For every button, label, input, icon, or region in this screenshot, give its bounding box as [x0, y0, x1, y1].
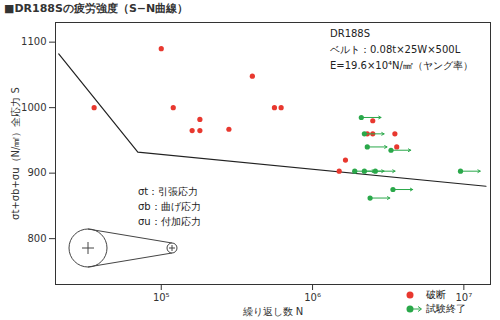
svg-text:800: 800 — [27, 233, 46, 244]
svg-text:繰り返し数 N: 繰り返し数 N — [242, 306, 304, 317]
svg-text:1100: 1100 — [21, 36, 46, 47]
svg-text:10⁷: 10⁷ — [455, 292, 472, 303]
html-text:E=19.6×10⁴N/㎟（ヤング率）: E=19.6×10⁴N/㎟（ヤング率） — [330, 60, 473, 71]
html-text:試験終了: 試験終了 — [426, 303, 466, 314]
html-text:■DR188Sの疲労強度（S−N曲線）: ■DR188Sの疲労強度（S−N曲線） — [4, 2, 189, 15]
html-text:σt：引張応力: σt：引張応力 — [138, 186, 199, 197]
html-text:σu：付加応力: σu：付加応力 — [138, 216, 201, 227]
svg-text:10⁶: 10⁶ — [304, 292, 321, 303]
html-text:ベルト：0.08t×25W×500L: ベルト：0.08t×25W×500L — [330, 44, 461, 55]
html-text:DR188S: DR188S — [330, 28, 371, 39]
svg-text:900: 900 — [27, 167, 46, 178]
svg-text:10⁵: 10⁵ — [153, 292, 170, 303]
html-text:σb：曲げ応力: σb：曲げ応力 — [138, 201, 201, 212]
svg-text:1000: 1000 — [21, 102, 46, 113]
html-text:破断: 破断 — [426, 289, 446, 300]
svg-text:σt+σb+σu（N/㎟）全応力 S: σt+σb+σu（N/㎟）全応力 S — [10, 87, 21, 220]
